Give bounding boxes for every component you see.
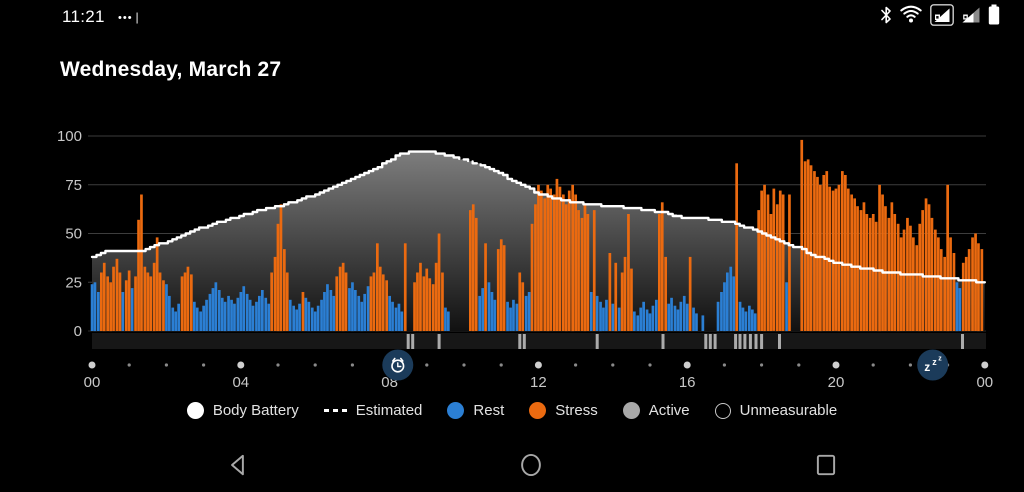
wifi-icon <box>899 5 923 30</box>
svg-text:z: z <box>938 356 942 363</box>
body-battery-chart[interactable]: 0 25 50 75 100 00 04 08 12 16 20 00 z z z <box>0 128 1024 400</box>
legend-item-active: Active <box>622 402 690 419</box>
legend-item-stress: Stress <box>529 402 598 419</box>
legend-label: Stress <box>555 402 598 419</box>
legend-label: Active <box>648 402 690 419</box>
home-button[interactable] <box>509 444 553 488</box>
svg-text:50: 50 <box>65 226 82 243</box>
legend-label: Unmeasurable <box>739 402 838 419</box>
notification-dots-icon: •••❘ <box>118 12 143 24</box>
body-battery-swatch-icon <box>186 402 204 419</box>
cellular-signal-2-icon <box>961 4 981 31</box>
legend-label: Body Battery <box>212 402 299 419</box>
svg-text:25: 25 <box>65 274 82 291</box>
estimated-dash-swatch-icon <box>323 409 347 412</box>
svg-text:00: 00 <box>84 374 101 391</box>
android-nav-bar <box>0 440 1024 492</box>
svg-text:z: z <box>932 357 937 367</box>
status-clock: 11:21 <box>62 7 105 26</box>
legend-item-unmeasurable: Unmeasurable <box>714 402 838 419</box>
rest-swatch-icon <box>447 402 465 419</box>
legend-item-body-battery: Body Battery <box>186 402 299 419</box>
status-icons <box>880 3 1000 30</box>
chart-legend: Body Battery Estimated Rest Stress Activ… <box>0 402 1024 419</box>
legend-label: Estimated <box>355 402 423 419</box>
svg-text:20: 20 <box>828 374 845 391</box>
home-circle-icon <box>518 452 544 481</box>
svg-text:16: 16 <box>679 374 696 391</box>
recents-square-icon <box>813 452 839 481</box>
svg-text:75: 75 <box>65 177 82 194</box>
status-bar: 11:21 •••❘ <box>0 0 1024 34</box>
page-title: Wednesday, March 27 <box>60 58 282 81</box>
active-swatch-icon <box>622 402 640 419</box>
svg-text:12: 12 <box>530 374 547 391</box>
svg-text:0: 0 <box>74 323 82 340</box>
svg-text:z: z <box>924 360 930 374</box>
recents-button[interactable] <box>804 444 848 488</box>
bluetooth-icon <box>880 5 892 30</box>
back-button[interactable] <box>216 444 260 488</box>
legend-item-estimated: Estimated <box>323 402 423 419</box>
legend-label: Rest <box>473 402 505 419</box>
stress-swatch-icon <box>529 402 547 419</box>
svg-text:00: 00 <box>976 374 993 391</box>
legend-item-rest: Rest <box>447 402 504 419</box>
alarm-icon <box>382 349 414 381</box>
cellular-signal-1-icon <box>930 3 954 31</box>
svg-text:04: 04 <box>232 374 249 391</box>
back-triangle-icon <box>225 452 251 481</box>
battery-icon <box>988 4 1000 30</box>
unmeasurable-swatch-icon <box>714 402 731 419</box>
svg-text:100: 100 <box>57 130 82 145</box>
